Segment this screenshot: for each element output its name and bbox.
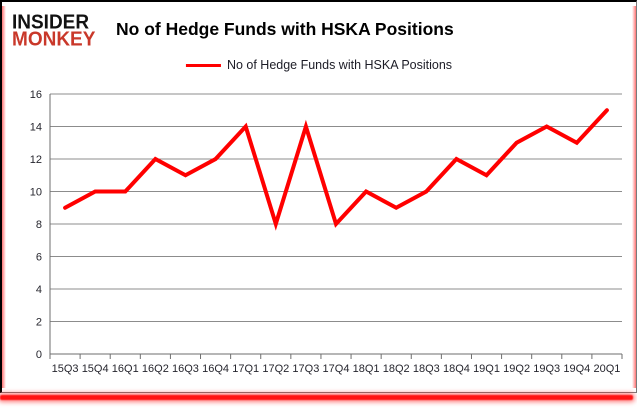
legend: No of Hedge Funds with HSKA Positions — [185, 58, 453, 72]
x-axis-tick-label: 16Q2 — [142, 363, 169, 375]
x-axis-tick-label: 18Q4 — [443, 363, 470, 375]
y-axis-tick-label: 14 — [30, 122, 42, 134]
x-axis-tick-label: 17Q3 — [292, 363, 319, 375]
x-axis-tick-label: 15Q3 — [52, 363, 79, 375]
y-axis-tick-label: 6 — [36, 252, 42, 264]
legend-line-swatch — [185, 63, 221, 67]
y-axis-tick-label: 2 — [36, 317, 42, 329]
chart-title: No of Hedge Funds with HSKA Positions — [116, 19, 454, 39]
x-axis-tick-label: 16Q3 — [172, 363, 199, 375]
logo-monkey-text: MONKEY — [12, 28, 96, 51]
x-axis-tick-label: 18Q2 — [383, 363, 410, 375]
legend-label: No of Hedge Funds with HSKA Positions — [226, 58, 453, 72]
y-axis-tick-label: 8 — [36, 219, 42, 231]
x-axis-tick-label: 16Q4 — [202, 363, 229, 375]
x-axis-tick-label: 19Q3 — [533, 363, 560, 375]
y-axis-tick-label: 12 — [30, 154, 42, 166]
insider-monkey-logo: INSIDER MONKEY — [12, 11, 112, 51]
x-axis-tick-label: 20Q1 — [593, 363, 620, 375]
x-axis-tick-label: 19Q4 — [563, 363, 590, 375]
x-axis-tick-label: 17Q4 — [323, 363, 350, 375]
chart-frame: INSIDER MONKEY No of Hedge Funds with HS… — [0, 0, 637, 393]
x-axis-tick-label: 18Q3 — [413, 363, 440, 375]
red-divider-line — [0, 395, 633, 400]
y-axis-tick-label: 0 — [36, 349, 42, 361]
logo-insider-text: INSIDER — [12, 11, 90, 34]
y-axis-tick-label: 10 — [30, 187, 42, 199]
x-axis-tick-label: 19Q1 — [473, 363, 500, 375]
x-axis-tick-label: 17Q1 — [232, 363, 259, 375]
x-axis-tick-label: 15Q4 — [82, 363, 109, 375]
x-axis-tick-label: 17Q2 — [262, 363, 289, 375]
x-axis-tick-label: 18Q1 — [353, 363, 380, 375]
x-axis-tick-label: 19Q2 — [503, 363, 530, 375]
data-series-line — [63, 108, 609, 231]
y-axis-tick-label: 16 — [30, 89, 42, 101]
x-axis-tick-label: 16Q1 — [112, 363, 139, 375]
y-axis-tick-label: 4 — [36, 284, 42, 296]
